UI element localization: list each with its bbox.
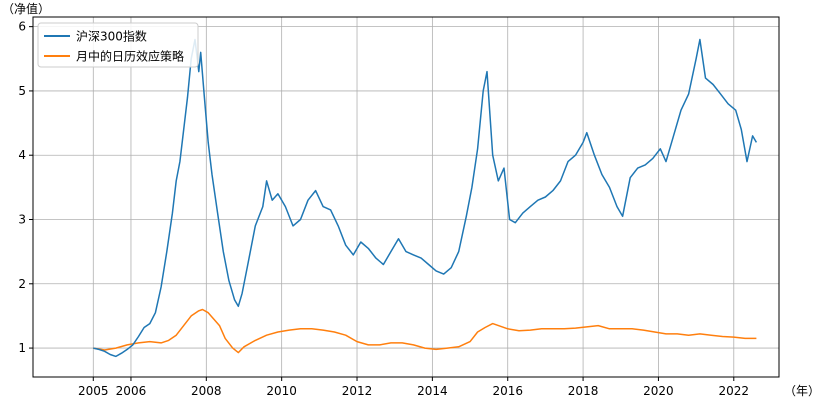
x-tick-label: 2012 bbox=[342, 384, 373, 398]
legend-box bbox=[37, 22, 199, 68]
series-line-0 bbox=[93, 38, 758, 358]
y-tick-label: 2 bbox=[18, 277, 26, 291]
y-axis-label: （净值） bbox=[2, 1, 50, 16]
x-tick-label: 2005 bbox=[78, 384, 109, 398]
x-tick-label: 2014 bbox=[417, 384, 448, 398]
x-tick-label: 2020 bbox=[643, 384, 674, 398]
plot-background bbox=[33, 17, 779, 377]
x-tick-label: 2016 bbox=[492, 384, 523, 398]
ticks: 2005 2006 2008 2010 2012 2014 2016 2018 2020 2022… bbox=[18, 20, 749, 398]
legend-label: 月中的日历效应策略 bbox=[76, 49, 184, 64]
y-tick-label: 5 bbox=[18, 84, 26, 98]
y-tick-label: 3 bbox=[18, 213, 26, 227]
y-tick-label: 4 bbox=[18, 148, 26, 162]
x-axis-label: （年） bbox=[784, 384, 814, 398]
x-tick-label: 2022 bbox=[719, 384, 750, 398]
x-tick-label: 2008 bbox=[191, 384, 222, 398]
x-tick-label: 2010 bbox=[266, 384, 297, 398]
x-tick-label: 2018 bbox=[568, 384, 599, 398]
series-lines bbox=[93, 38, 758, 358]
series-line-1 bbox=[93, 308, 757, 354]
legend-label: 沪深300指数 bbox=[76, 29, 147, 44]
plot-frame bbox=[32, 16, 780, 378]
x-tick-label: 2006 bbox=[116, 384, 147, 398]
y-tick-label: 6 bbox=[18, 20, 26, 34]
y-tick-label: 1 bbox=[18, 341, 26, 355]
